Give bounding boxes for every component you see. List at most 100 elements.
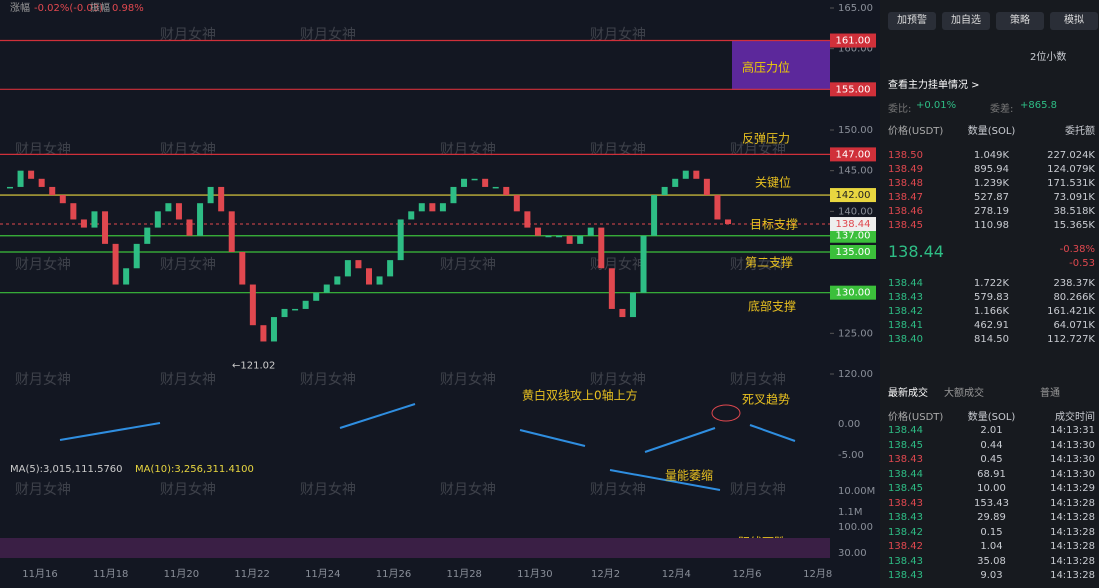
cell: 895.94 (974, 164, 1009, 175)
level-label: 137.00 (836, 231, 871, 242)
cell: 14:13:30 (1050, 468, 1095, 480)
book-row: 138.44 1.722K 238.37K (888, 278, 1095, 291)
button[interactable]: 模拟 (1050, 12, 1098, 30)
candle (91, 211, 98, 228)
level-tag (830, 228, 876, 243)
cross-mark (711, 404, 741, 422)
cell: 138.43 (888, 497, 923, 509)
candle (672, 178, 679, 187)
cell: 112.727K (1047, 334, 1095, 345)
level-tag (830, 245, 876, 259)
candle (703, 178, 710, 196)
book-row: 138.43 579.83 80.266K (888, 292, 1095, 305)
watermark: 财月女神 (730, 141, 786, 158)
x-tick-label: 11月18 (93, 568, 128, 580)
cell: 14:13:28 (1050, 526, 1095, 538)
candle (144, 227, 151, 244)
cell: 数量(SOL) (967, 126, 1016, 137)
cell: 227.024K (1047, 150, 1095, 161)
ratio: +0.01% (916, 100, 957, 111)
sub-axis-label: 0.00 (838, 419, 860, 430)
watermark: 财月女神 (15, 371, 71, 388)
cell: 9.03 (980, 570, 1003, 581)
ma-label: MA(10):3,256,311.4100 (135, 464, 254, 475)
x-tick-label: 11月30 (517, 568, 552, 580)
candle (197, 203, 204, 236)
watermark: 财月女神 (15, 256, 71, 273)
book-row: 138.42 1.166K 161.421K (888, 306, 1095, 319)
y-tick-label: 160.00 (838, 44, 873, 55)
side-panel: 加预警 加自选 策略 模拟 2位小数 查看主力挂单情况 > 委比: +0.01% 委差: +865… (880, 0, 1099, 588)
watermark: 财月女神 (730, 371, 786, 388)
cell: 10.00 (977, 483, 1006, 494)
cell: 14:13:31 (1050, 425, 1095, 436)
candle (461, 178, 468, 187)
candle (492, 186, 499, 189)
candle (175, 203, 182, 220)
button[interactable]: 加预警 (888, 12, 936, 30)
cell: 委托额 (1065, 126, 1095, 137)
candle (545, 235, 552, 238)
cell: 数量(SOL) (967, 412, 1016, 423)
cell: 1.166K (973, 306, 1010, 317)
level-label: 147.00 (836, 149, 871, 160)
last-price-tag (830, 217, 876, 232)
level-tag (830, 285, 876, 300)
cell: 138.43 (888, 454, 923, 465)
level-tag (830, 33, 876, 48)
candle (123, 268, 130, 285)
candle (651, 195, 658, 236)
button[interactable]: 策略 (996, 12, 1044, 30)
watermark: 财月女神 (590, 26, 646, 43)
candle (323, 284, 330, 293)
watermark: 财月女神 (160, 371, 216, 388)
x-tick-label: 11月20 (164, 568, 199, 580)
cell: 14:13:28 (1050, 570, 1095, 581)
cell: 138.42 (888, 541, 923, 552)
candle (661, 186, 668, 196)
annotation: 黄白双线攻上0轴上方 (522, 388, 638, 403)
book-row: 138.46 278.19 38.518K (888, 206, 1095, 219)
watermark: 财月女神 (300, 26, 356, 43)
book-row: 138.44 68.91 14:13:30 (888, 469, 1095, 482)
book-row: 138.45 0.44 14:13:30 (888, 440, 1095, 453)
watermark: 财月女神 (440, 371, 496, 388)
candle (133, 243, 140, 269)
cell: 1.04 (980, 541, 1003, 552)
candle (566, 235, 573, 244)
sub-axis-label: 100.00 (838, 522, 873, 533)
mid-chg: -0.53 (1069, 258, 1095, 269)
tab: 最新成交 (888, 388, 928, 399)
mid-price: 138.44 (888, 242, 944, 261)
cell: 124.079K (1047, 164, 1095, 175)
amp-label: 振幅 (90, 1, 110, 14)
candle (408, 211, 415, 220)
button[interactable]: 加自选 (942, 12, 990, 30)
y-tick-label: 150.00 (838, 125, 873, 136)
candle (725, 219, 731, 225)
cell: 1.239K (973, 178, 1010, 189)
cell: 278.19 (974, 206, 1009, 217)
candle (503, 186, 510, 196)
candle (7, 186, 13, 189)
last-price: 138.44 (836, 219, 871, 230)
cell: 138.45 (888, 220, 923, 231)
mid-pct: -0.38% (1059, 244, 1095, 255)
sub-axis-label: -5.00 (838, 450, 864, 461)
cell: 14:13:28 (1050, 555, 1095, 567)
x-tick-label: 11月24 (305, 568, 340, 580)
candle (228, 211, 235, 252)
ma-label: MA(5):3,015,111.5760 (10, 464, 123, 475)
candle (587, 227, 594, 236)
book-row: 138.50 1.049K 227.024K (888, 150, 1095, 163)
cell: 35.08 (977, 555, 1006, 567)
x-tick-label: 11月26 (376, 568, 411, 580)
candle (70, 203, 77, 220)
book-row: 138.43 0.45 14:13:30 (888, 454, 1095, 467)
book-row: 138.41 462.91 64.071K (888, 320, 1095, 333)
candle (397, 219, 404, 261)
diff-label: 委差: (990, 104, 1014, 115)
cell: 68.91 (977, 468, 1006, 480)
cell: 1.722K (973, 278, 1010, 289)
